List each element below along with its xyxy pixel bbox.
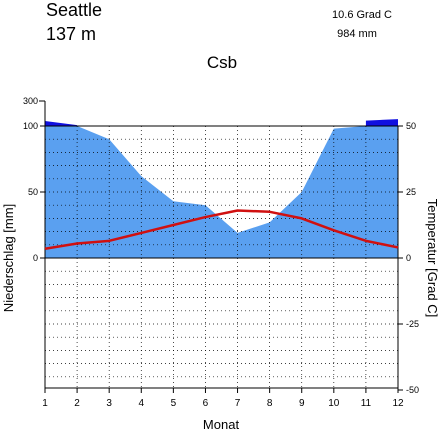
x-tick-label: 7 [235, 398, 241, 409]
x-tick-label: 2 [74, 398, 80, 409]
temp-tick-label: -50 [406, 385, 419, 395]
x-tick-label: 8 [267, 398, 273, 409]
precipitation-area [45, 126, 398, 258]
plot-frame [44, 125, 399, 389]
x-tick-label: 10 [328, 398, 340, 409]
temp-tick-label: -25 [406, 319, 419, 329]
station-elevation: 137 m [46, 24, 96, 44]
mean-temperature: 10.6 Grad C [332, 9, 392, 21]
y-axis-right-label: Temperatur [Grad C] [425, 199, 439, 318]
x-tick-label: 4 [138, 398, 144, 409]
x-tick-label: 6 [203, 398, 209, 409]
x-tick-label: 11 [361, 398, 372, 409]
temp-tick-label: 50 [406, 121, 416, 131]
station-name: Seattle [46, 0, 102, 20]
precip-tick-label: 100 [23, 121, 38, 131]
temperature-line [44, 209, 399, 250]
x-axis-label: Monat [203, 417, 240, 430]
x-tick-label: 12 [392, 398, 404, 409]
y-axis-left-label: Niederschlag [mm] [1, 204, 16, 312]
temp-tick-label: 25 [406, 187, 416, 197]
precip-tick-label: 0 [33, 253, 38, 263]
x-tick-label: 3 [106, 398, 112, 409]
precip-tick-label: 300 [23, 96, 38, 106]
precip-tick-label: 50 [28, 187, 38, 197]
precipitation-surplus-11 [365, 119, 398, 126]
climate-class-title: Csb [207, 53, 237, 72]
x-tick-label: 5 [171, 398, 177, 409]
temp-tick-label: 0 [406, 253, 411, 263]
x-tick-label: 1 [42, 398, 48, 409]
annual-precipitation: 984 mm [337, 28, 377, 40]
x-tick-label: 9 [299, 398, 305, 409]
precipitation-surplus-1 [45, 121, 78, 126]
